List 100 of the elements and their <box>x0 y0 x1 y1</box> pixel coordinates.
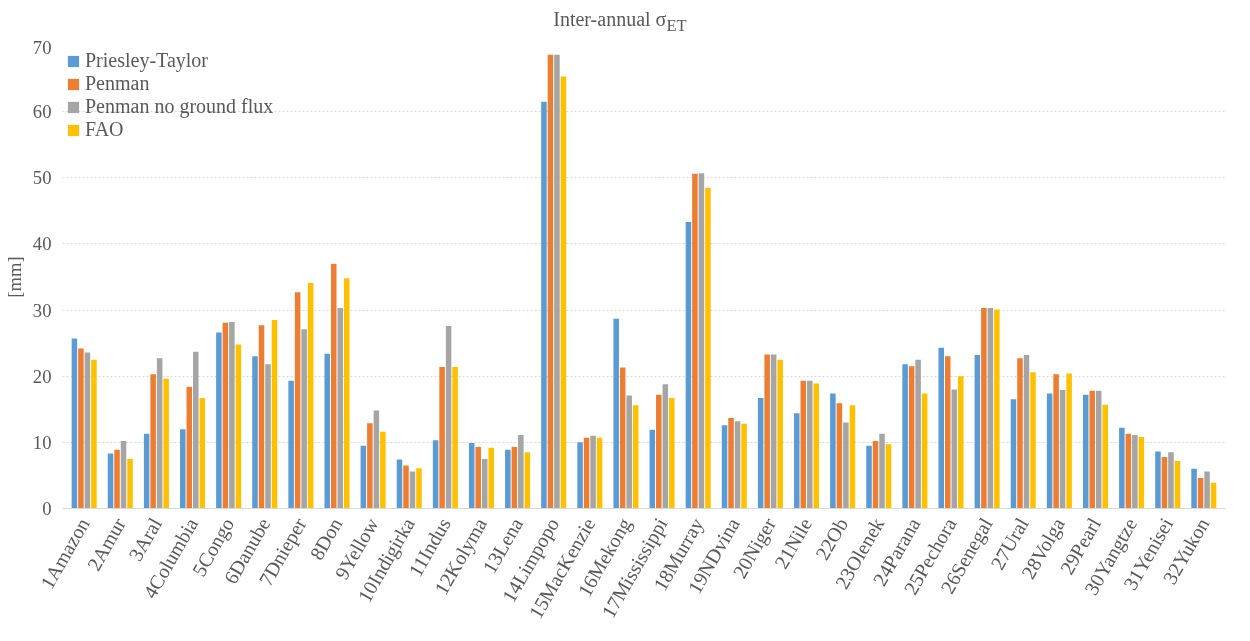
bar <box>1082 394 1089 509</box>
bar <box>734 421 741 509</box>
bar <box>229 321 235 509</box>
bar <box>596 437 603 509</box>
legend-label: Penman no ground flux <box>85 95 274 118</box>
legend-label: Priesley-Taylor <box>85 49 209 72</box>
bar <box>698 173 705 509</box>
bar <box>981 308 987 509</box>
bar <box>252 356 258 509</box>
y-tick-label: 30 <box>32 299 52 321</box>
bar <box>1119 427 1125 509</box>
bar <box>987 308 994 509</box>
bar <box>632 405 639 509</box>
bar <box>583 437 590 509</box>
bar <box>343 278 350 509</box>
bar <box>416 468 422 509</box>
bar <box>271 319 278 509</box>
bar <box>721 425 728 509</box>
bar <box>770 354 777 509</box>
bar <box>452 366 458 509</box>
bar <box>307 282 314 509</box>
bar <box>518 435 524 509</box>
bar <box>613 318 619 509</box>
bar <box>91 359 97 509</box>
bar <box>1102 404 1108 509</box>
bar <box>78 348 84 509</box>
bar <box>1138 437 1145 509</box>
bar <box>1017 358 1023 509</box>
bar <box>885 444 892 509</box>
bar <box>1053 374 1059 509</box>
bar <box>199 398 206 509</box>
bar <box>619 367 626 509</box>
bar <box>156 358 163 509</box>
bar <box>120 441 127 509</box>
bar <box>445 325 452 509</box>
bar <box>235 344 242 509</box>
bar <box>938 347 945 509</box>
bar <box>163 378 169 509</box>
bar <box>541 101 547 509</box>
bar <box>1046 393 1053 509</box>
y-tick-label: 0 <box>42 498 52 519</box>
bar <box>669 398 675 509</box>
bar <box>944 356 951 509</box>
y-tick-label: 10 <box>32 431 52 453</box>
bar <box>1066 373 1072 509</box>
bar <box>728 417 734 509</box>
y-tick-label: 20 <box>32 365 52 387</box>
bar <box>324 353 331 509</box>
bar <box>957 376 964 509</box>
bar <box>193 351 199 509</box>
bar <box>380 431 386 509</box>
bar <box>301 329 307 509</box>
bar <box>403 465 409 509</box>
bar <box>71 338 78 509</box>
bar <box>1168 452 1174 509</box>
bar <box>807 380 813 509</box>
bar <box>475 446 481 509</box>
bar <box>554 54 560 509</box>
bar <box>127 458 133 509</box>
y-axis-title: [mm] <box>3 256 25 298</box>
bar <box>468 443 475 509</box>
bar <box>1030 372 1036 509</box>
bar <box>288 380 294 509</box>
bar <box>180 429 186 509</box>
bar <box>577 442 583 509</box>
bar <box>705 187 711 509</box>
bar <box>1204 471 1210 509</box>
bar <box>560 76 567 509</box>
bar <box>432 440 439 509</box>
bar <box>656 394 662 509</box>
y-tick-label: 50 <box>32 167 52 189</box>
bar <box>373 410 380 509</box>
bar <box>902 364 908 509</box>
bar <box>524 452 531 509</box>
bar <box>1191 468 1197 509</box>
bar <box>1010 399 1017 509</box>
bar <box>849 405 856 509</box>
bar <box>367 423 373 509</box>
bar <box>879 433 885 509</box>
bar <box>84 352 91 509</box>
bar <box>547 54 554 509</box>
bar <box>741 423 747 509</box>
bar <box>843 422 849 509</box>
bar <box>915 359 921 509</box>
bar <box>222 322 229 509</box>
bar <box>265 364 271 509</box>
bar <box>800 380 807 509</box>
bar <box>685 222 692 509</box>
bar <box>337 308 344 509</box>
y-tick-label: 60 <box>32 101 52 123</box>
bar <box>1059 390 1066 509</box>
bar <box>590 435 596 509</box>
bar <box>216 332 222 509</box>
legend-label: Penman <box>85 72 150 95</box>
bar <box>488 447 494 509</box>
bar <box>143 433 150 509</box>
bar <box>951 389 958 509</box>
bar <box>794 413 800 509</box>
bar <box>626 395 632 509</box>
y-tick-label: 40 <box>32 233 52 255</box>
